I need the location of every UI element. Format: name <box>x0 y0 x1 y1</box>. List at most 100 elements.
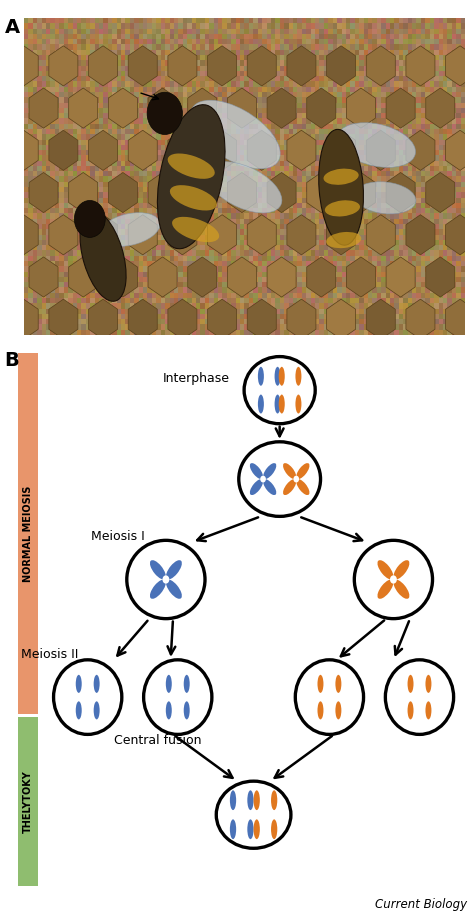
Ellipse shape <box>393 579 410 599</box>
Ellipse shape <box>280 388 283 392</box>
Ellipse shape <box>157 105 225 249</box>
Ellipse shape <box>336 675 341 693</box>
Ellipse shape <box>337 123 416 167</box>
Ellipse shape <box>94 701 100 720</box>
Text: Interphase: Interphase <box>163 372 230 386</box>
FancyBboxPatch shape <box>18 353 38 714</box>
Ellipse shape <box>260 476 266 483</box>
Ellipse shape <box>80 210 126 301</box>
Ellipse shape <box>276 388 279 392</box>
Ellipse shape <box>283 479 296 495</box>
FancyBboxPatch shape <box>18 717 38 887</box>
Ellipse shape <box>168 153 215 179</box>
Ellipse shape <box>166 560 182 579</box>
Ellipse shape <box>295 395 301 413</box>
Text: A: A <box>5 18 20 38</box>
Text: THELYTOKY: THELYTOKY <box>23 770 33 834</box>
Ellipse shape <box>76 675 82 693</box>
Ellipse shape <box>296 463 310 479</box>
Ellipse shape <box>163 576 169 584</box>
Ellipse shape <box>271 820 277 839</box>
Ellipse shape <box>244 356 315 424</box>
Text: B: B <box>4 351 18 370</box>
Ellipse shape <box>318 675 323 693</box>
Text: NORMAL MEIOSIS: NORMAL MEIOSIS <box>23 486 33 582</box>
Ellipse shape <box>76 701 82 720</box>
Ellipse shape <box>247 790 254 810</box>
Ellipse shape <box>170 185 217 210</box>
Ellipse shape <box>94 675 100 693</box>
Ellipse shape <box>250 479 263 495</box>
Ellipse shape <box>326 232 361 248</box>
Ellipse shape <box>408 701 413 720</box>
Ellipse shape <box>254 820 260 839</box>
Ellipse shape <box>427 695 430 700</box>
Ellipse shape <box>166 675 172 693</box>
Ellipse shape <box>377 579 393 599</box>
Ellipse shape <box>324 169 359 185</box>
Ellipse shape <box>230 820 236 839</box>
Ellipse shape <box>271 790 277 810</box>
Ellipse shape <box>184 675 190 693</box>
Text: Meiosis II: Meiosis II <box>21 647 78 661</box>
Ellipse shape <box>99 213 160 246</box>
Ellipse shape <box>337 695 340 700</box>
Ellipse shape <box>231 812 235 817</box>
Ellipse shape <box>239 442 320 516</box>
Ellipse shape <box>248 812 252 817</box>
Text: Meiosis I: Meiosis I <box>91 530 145 543</box>
Ellipse shape <box>230 790 236 810</box>
Ellipse shape <box>263 463 276 479</box>
Ellipse shape <box>293 476 299 483</box>
Ellipse shape <box>74 200 105 238</box>
Ellipse shape <box>295 367 301 386</box>
Ellipse shape <box>206 162 282 213</box>
Ellipse shape <box>166 701 172 720</box>
Ellipse shape <box>426 675 431 693</box>
Ellipse shape <box>259 388 263 392</box>
Ellipse shape <box>297 388 300 392</box>
Ellipse shape <box>150 579 166 599</box>
Ellipse shape <box>258 395 264 413</box>
Ellipse shape <box>390 576 397 584</box>
Ellipse shape <box>172 217 219 242</box>
Ellipse shape <box>355 541 433 619</box>
Ellipse shape <box>247 820 254 839</box>
Ellipse shape <box>319 129 364 245</box>
Ellipse shape <box>147 92 182 134</box>
Ellipse shape <box>216 781 291 848</box>
Ellipse shape <box>318 701 323 720</box>
Ellipse shape <box>319 695 322 700</box>
Ellipse shape <box>254 790 260 810</box>
Ellipse shape <box>283 463 296 479</box>
Ellipse shape <box>325 200 360 217</box>
Ellipse shape <box>393 560 410 579</box>
Ellipse shape <box>258 367 264 386</box>
Ellipse shape <box>184 701 190 720</box>
Ellipse shape <box>144 660 212 734</box>
Ellipse shape <box>295 660 364 734</box>
Ellipse shape <box>377 560 393 579</box>
Ellipse shape <box>409 695 412 700</box>
Ellipse shape <box>272 812 276 817</box>
Ellipse shape <box>274 395 281 413</box>
Text: Central fusion: Central fusion <box>114 733 201 746</box>
Ellipse shape <box>127 541 205 619</box>
Ellipse shape <box>167 695 171 700</box>
Ellipse shape <box>255 812 259 817</box>
Ellipse shape <box>296 479 310 495</box>
Ellipse shape <box>279 395 285 413</box>
Ellipse shape <box>54 660 122 734</box>
Ellipse shape <box>250 463 263 479</box>
Ellipse shape <box>166 579 182 599</box>
Ellipse shape <box>185 695 189 700</box>
Text: Current Biology: Current Biology <box>375 898 467 911</box>
Ellipse shape <box>408 675 413 693</box>
Ellipse shape <box>77 695 81 700</box>
Ellipse shape <box>279 367 285 386</box>
Ellipse shape <box>274 367 281 386</box>
Ellipse shape <box>385 660 454 734</box>
Ellipse shape <box>263 479 276 495</box>
Ellipse shape <box>355 182 416 214</box>
Ellipse shape <box>426 701 431 720</box>
